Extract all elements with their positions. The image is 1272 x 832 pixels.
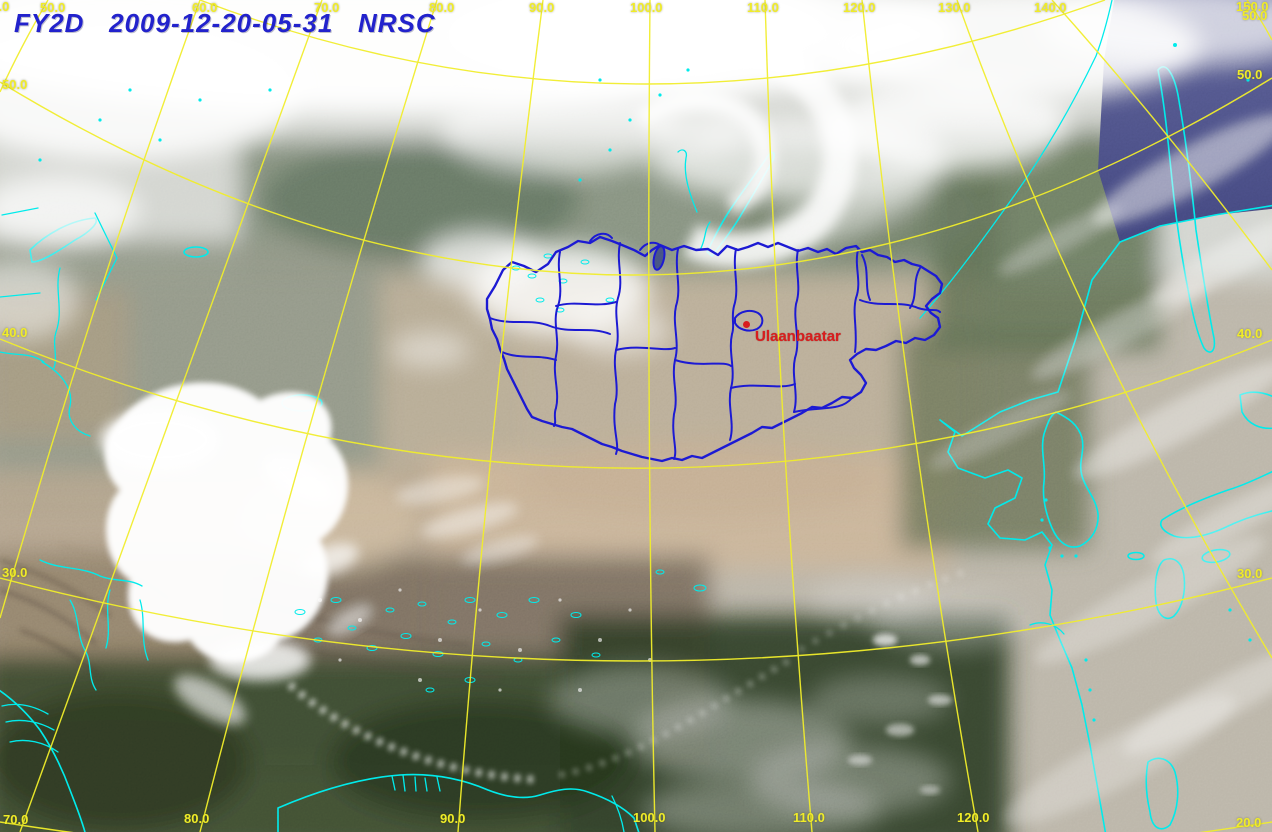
graticule-label: 150.0 (1236, 0, 1269, 14)
image-title: FY2D 2009-12-20-05-31 NRSC (14, 8, 436, 38)
graticule-label: 50.0 (1237, 67, 1263, 82)
graticule-label: 70.0 (314, 0, 340, 15)
city-label: Ulaanbaatar (755, 328, 841, 345)
graticule-label: 50.0 (40, 0, 66, 15)
graticule-label: 40.0 (2, 325, 28, 340)
graticule-label: 30.0 (1237, 566, 1263, 581)
graticule-label: 110.0 (747, 0, 779, 15)
graticule-label: 90.0 (529, 0, 555, 15)
graticule-label: 70.0 (3, 812, 29, 827)
city-marker-dot (743, 321, 750, 328)
graticule-label: 80.0 (184, 811, 210, 826)
graticule-label: 80.0 (0, 0, 10, 14)
graticule-label: 120.0 (957, 810, 990, 825)
graticule-label: 140.0 (1034, 0, 1067, 15)
graticule-label: 50.0 (2, 77, 28, 92)
graticule-label: 50.0 (1242, 8, 1268, 23)
graticule-label: 30.0 (2, 565, 28, 580)
graticule-label: 110.0 (793, 810, 825, 825)
graticule-label: 130.0 (938, 0, 971, 15)
graticule-label: 60.0 (192, 0, 218, 15)
graticule-label: 100.0 (630, 0, 663, 15)
graticule-label: 80.0 (429, 0, 455, 15)
graticule-label: 40.0 (1237, 326, 1263, 341)
graticule-label: 120.0 (843, 0, 876, 15)
graticule-label: 90.0 (440, 811, 466, 826)
graticule-label: 20.0 (1236, 815, 1262, 830)
graticule-label: 100.0 (633, 810, 666, 825)
